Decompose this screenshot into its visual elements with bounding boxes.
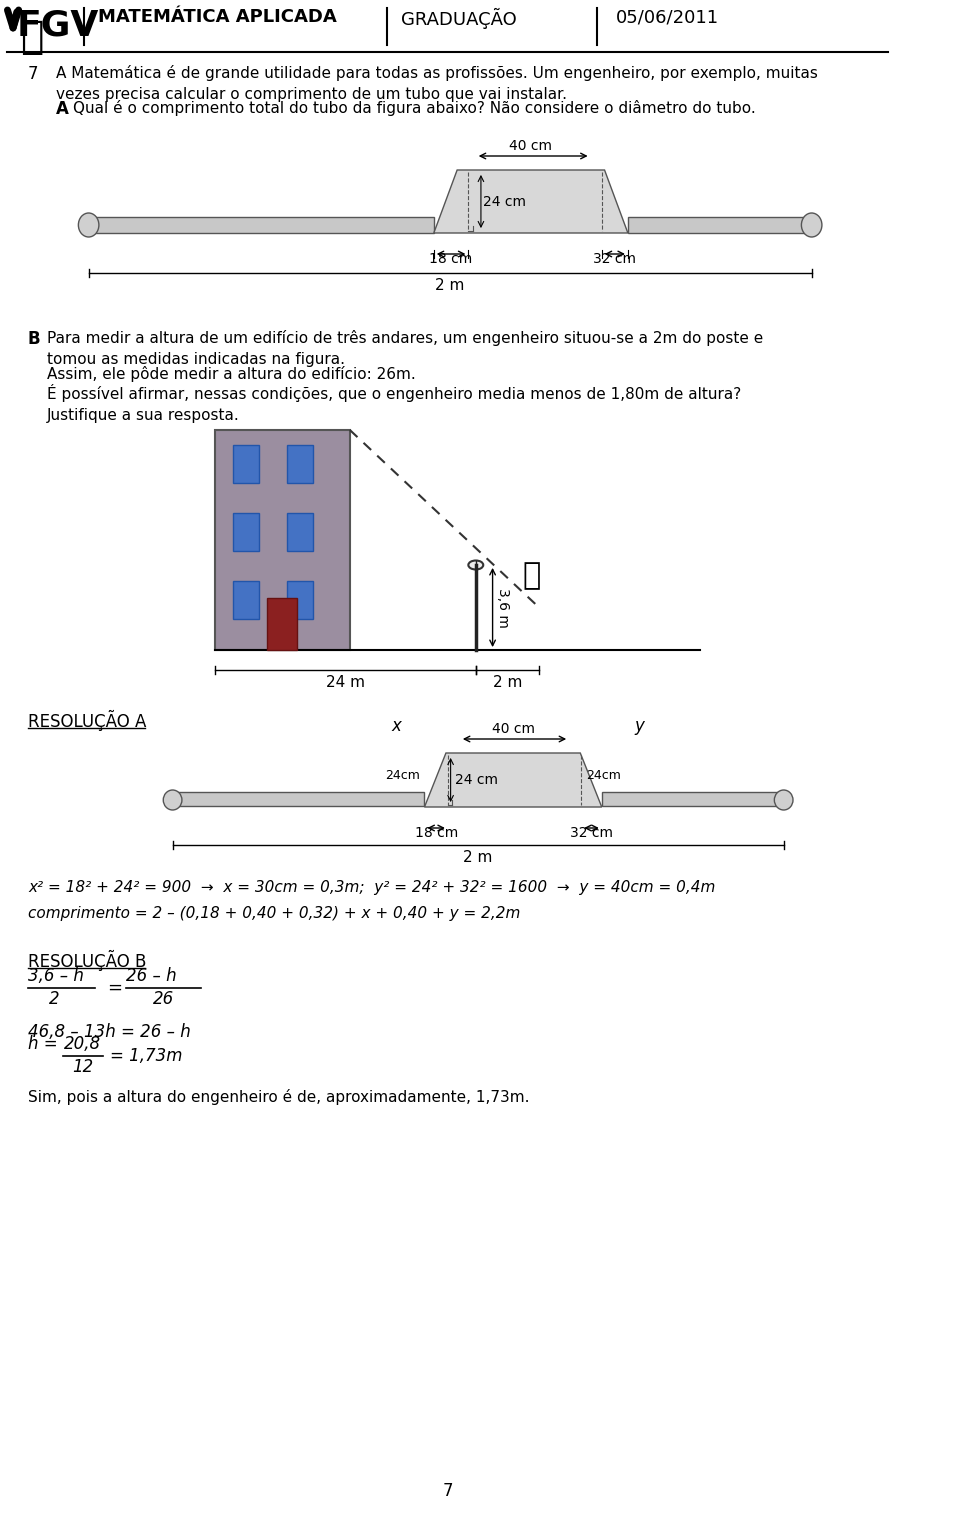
- Text: x² = 18² + 24² = 900  →  x = 30cm = 0,3m;  y² = 24² + 32² = 1600  →  y = 40cm = : x² = 18² + 24² = 900 → x = 30cm = 0,3m; …: [28, 880, 715, 895]
- Text: 26 – h: 26 – h: [126, 967, 177, 986]
- Text: FGV: FGV: [16, 8, 99, 41]
- Text: A Matemática é de grande utilidade para todas as profissões. Um engenheiro, por : A Matemática é de grande utilidade para …: [56, 66, 818, 102]
- Polygon shape: [434, 170, 628, 232]
- Text: É possível afirmar, nessas condições, que o engenheiro media menos de 1,80m de a: É possível afirmar, nessas condições, qu…: [47, 384, 741, 423]
- Text: h =: h =: [28, 1034, 58, 1053]
- Text: 26: 26: [153, 990, 174, 1008]
- Text: 24 cm: 24 cm: [483, 194, 526, 208]
- Text: 2 m: 2 m: [464, 850, 492, 865]
- Text: A: A: [56, 99, 69, 118]
- Text: 2 m: 2 m: [436, 278, 465, 293]
- Text: 40 cm: 40 cm: [492, 723, 535, 736]
- Text: RESOLUÇÃO B: RESOLUÇÃO B: [28, 950, 146, 972]
- Text: 24 cm: 24 cm: [455, 773, 498, 787]
- Bar: [233, 513, 259, 552]
- Text: 2: 2: [49, 990, 60, 1008]
- Text: 🧍: 🧍: [522, 561, 540, 590]
- Text: =: =: [108, 979, 122, 996]
- Text: = 1,73m: = 1,73m: [110, 1047, 182, 1065]
- Text: Para medir a altura de um edifício de três andares, um engenheiro situou-se a 2m: Para medir a altura de um edifício de tr…: [47, 330, 763, 367]
- Text: 3,6 m: 3,6 m: [496, 588, 511, 628]
- Ellipse shape: [163, 790, 182, 810]
- Text: x: x: [392, 717, 401, 735]
- Text: Sim, pois a altura do engenheiro é de, aproximadamente, 1,73m.: Sim, pois a altura do engenheiro é de, a…: [28, 1089, 530, 1105]
- Text: 40 cm: 40 cm: [510, 139, 552, 153]
- Text: 2 m: 2 m: [492, 675, 522, 691]
- Bar: [287, 445, 314, 483]
- Ellipse shape: [802, 212, 822, 237]
- Bar: [628, 217, 811, 232]
- Text: B: B: [28, 330, 40, 348]
- Text: 24cm: 24cm: [586, 769, 621, 781]
- Text: 05/06/2011: 05/06/2011: [615, 8, 719, 26]
- Text: 12: 12: [72, 1057, 94, 1076]
- Text: MATEMÁTICA APLICADA: MATEMÁTICA APLICADA: [98, 8, 337, 26]
- Bar: [267, 597, 298, 649]
- Ellipse shape: [775, 790, 793, 810]
- Text: RESOLUÇÃO A: RESOLUÇÃO A: [28, 711, 146, 730]
- Text: 18 cm: 18 cm: [429, 252, 472, 266]
- Bar: [287, 513, 314, 552]
- Text: 18 cm: 18 cm: [415, 827, 458, 840]
- Bar: [88, 217, 434, 232]
- Bar: [287, 581, 314, 619]
- Text: 24 m: 24 m: [325, 675, 365, 691]
- Text: ⬛: ⬛: [20, 18, 44, 57]
- Bar: [602, 792, 783, 805]
- Bar: [215, 429, 349, 649]
- Text: 7: 7: [28, 66, 38, 83]
- Text: y: y: [635, 717, 644, 735]
- Text: 3,6 – h: 3,6 – h: [28, 967, 84, 986]
- Text: 7: 7: [443, 1482, 453, 1500]
- Bar: [233, 581, 259, 619]
- Text: Assim, ele pôde medir a altura do edifício: 26m.: Assim, ele pôde medir a altura do edifíc…: [47, 367, 416, 382]
- Text: 24cm: 24cm: [385, 769, 420, 781]
- Text: 32 cm: 32 cm: [570, 827, 613, 840]
- Text: GRADUAÇÃO: GRADUAÇÃO: [401, 8, 516, 29]
- Text: 20,8: 20,8: [63, 1034, 101, 1053]
- Text: 32 cm: 32 cm: [593, 252, 636, 266]
- Ellipse shape: [79, 212, 99, 237]
- Bar: [233, 445, 259, 483]
- Text: Qual é o comprimento total do tubo da figura abaixo? Não considere o diâmetro do: Qual é o comprimento total do tubo da fi…: [73, 99, 756, 116]
- Text: comprimento = 2 – (0,18 + 0,40 + 0,32) + x + 0,40 + y = 2,2m: comprimento = 2 – (0,18 + 0,40 + 0,32) +…: [28, 906, 520, 921]
- Text: 46,8 – 13h = 26 – h: 46,8 – 13h = 26 – h: [28, 1024, 191, 1041]
- Ellipse shape: [468, 561, 483, 570]
- Polygon shape: [424, 753, 602, 807]
- Bar: [173, 792, 424, 805]
